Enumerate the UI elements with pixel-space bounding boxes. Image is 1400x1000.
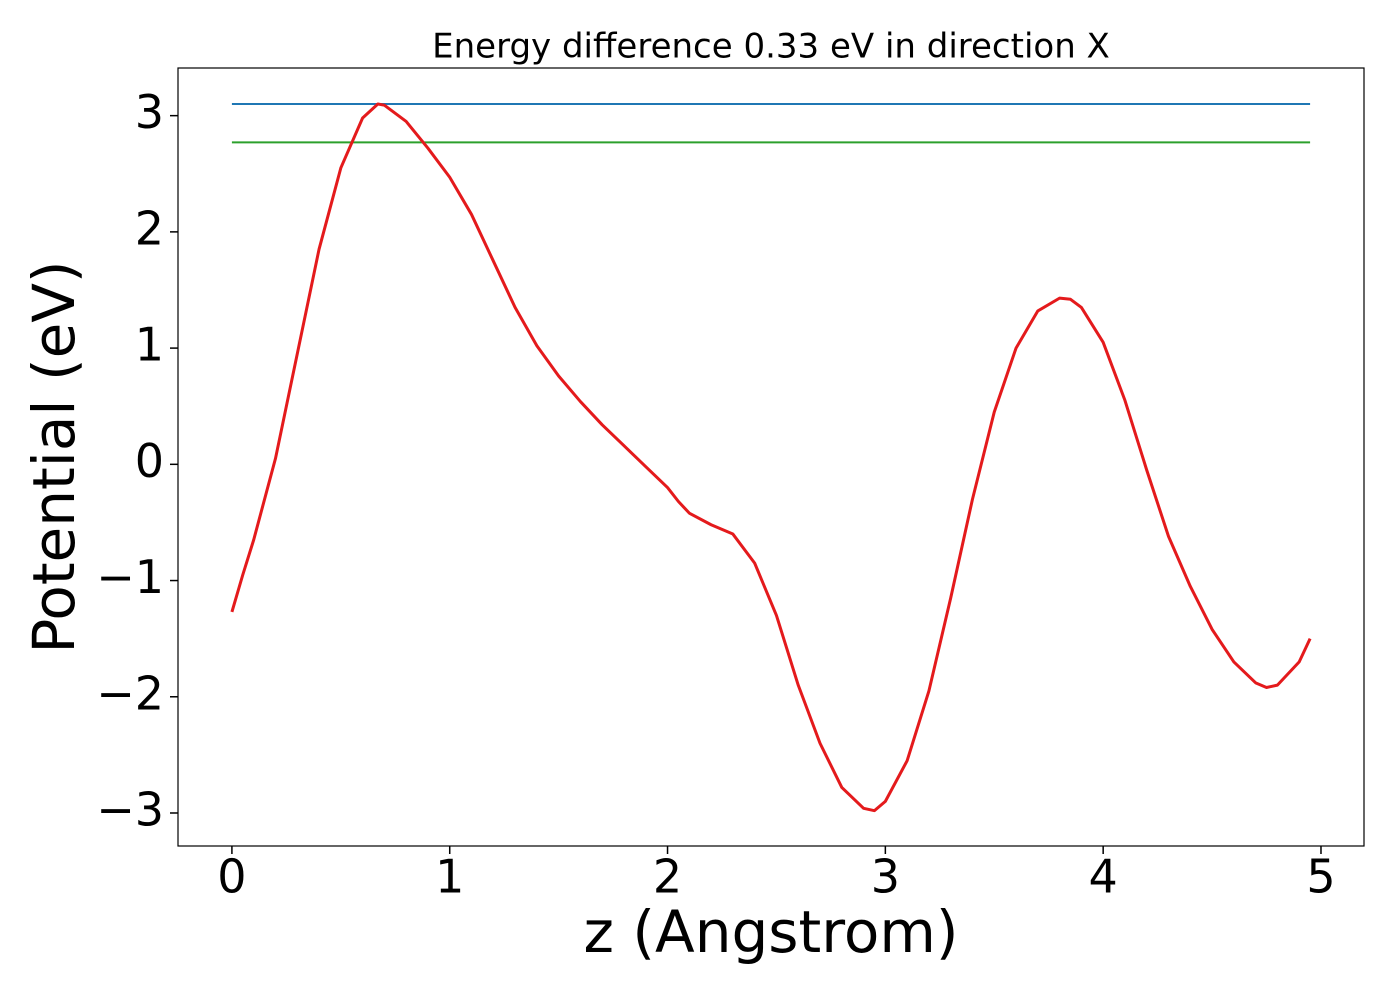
x-tick-label: 5 (1306, 850, 1335, 904)
x-tick-label: 4 (1089, 850, 1118, 904)
y-tick-label: 3 (135, 85, 164, 139)
plot-frame (177, 67, 1365, 847)
y-tick-label: 0 (135, 434, 164, 488)
x-tick-label: 2 (653, 850, 682, 904)
x-tick-label: 1 (435, 850, 464, 904)
y-tick-label: −3 (96, 782, 164, 836)
chart-title: Energy difference 0.33 eV in direction X (432, 27, 1110, 67)
y-tick-label: −2 (96, 666, 164, 720)
line-series (230, 102, 1312, 813)
y-tick-label: 1 (135, 318, 164, 372)
y-tick-label: −1 (96, 550, 164, 604)
x-tick-label: 0 (217, 850, 246, 904)
x-tick-label: 3 (871, 850, 900, 904)
y-tick-label: 2 (135, 201, 164, 255)
y-axis-label: Potential (eV) (20, 260, 88, 653)
x-axis-label: z (Angstrom) (584, 898, 959, 966)
